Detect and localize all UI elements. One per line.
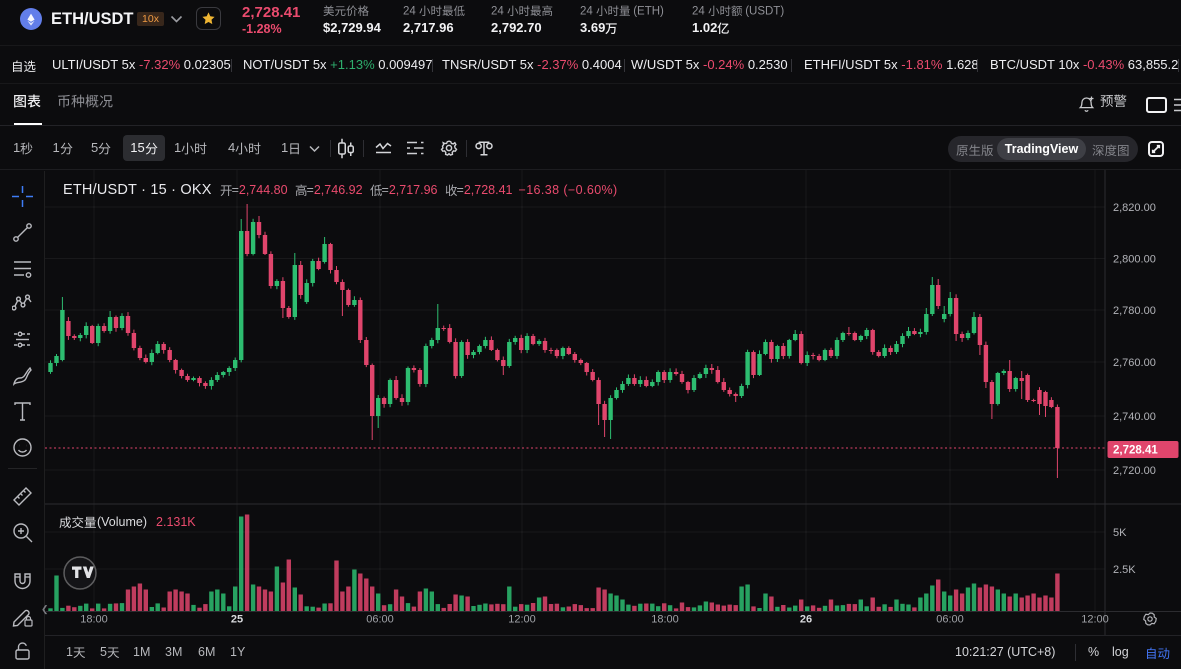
svg-text:2,720.00: 2,720.00	[1113, 465, 1156, 477]
svg-text:26: 26	[800, 614, 812, 626]
svg-text:12:00: 12:00	[1081, 614, 1109, 626]
svg-text:18:00: 18:00	[651, 614, 679, 626]
svg-text:2,740.00: 2,740.00	[1113, 411, 1156, 423]
svg-text:12:00: 12:00	[508, 614, 536, 626]
svg-text:5K: 5K	[1113, 527, 1127, 539]
svg-text:18:00: 18:00	[80, 614, 108, 626]
svg-text:2,800.00: 2,800.00	[1113, 253, 1156, 265]
svg-text:2,780.00: 2,780.00	[1113, 305, 1156, 317]
svg-text:2,760.00: 2,760.00	[1113, 357, 1156, 369]
svg-text:25: 25	[231, 614, 243, 626]
svg-text:06:00: 06:00	[936, 614, 964, 626]
svg-text:2,728.41: 2,728.41	[1113, 445, 1158, 457]
svg-text:06:00: 06:00	[366, 614, 394, 626]
svg-text:2.5K: 2.5K	[1113, 564, 1136, 576]
svg-text:2,820.00: 2,820.00	[1113, 202, 1156, 214]
